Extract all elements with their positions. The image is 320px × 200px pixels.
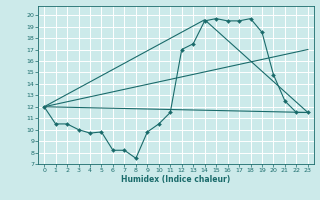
X-axis label: Humidex (Indice chaleur): Humidex (Indice chaleur) [121,175,231,184]
